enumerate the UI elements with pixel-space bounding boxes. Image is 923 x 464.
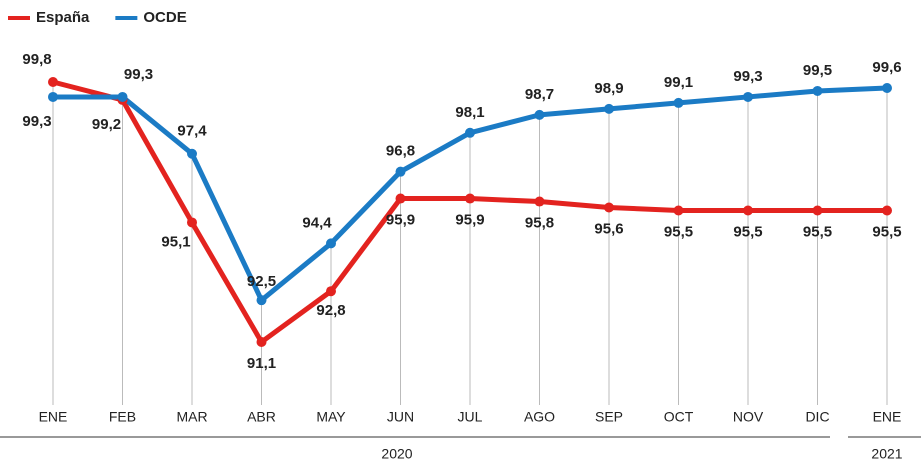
data-label: 95,5 <box>872 223 901 240</box>
data-label: 95,5 <box>733 223 762 240</box>
data-label: 96,8 <box>386 143 415 160</box>
data-label: 92,5 <box>247 273 276 290</box>
point <box>256 295 267 306</box>
data-label: 99,3 <box>22 113 51 130</box>
point <box>465 193 475 204</box>
data-label: 98,9 <box>594 80 623 97</box>
data-label: 99,6 <box>872 59 901 76</box>
x-tick-label: JUL <box>458 409 483 425</box>
data-label: 95,1 <box>161 233 190 250</box>
data-label: 95,5 <box>664 223 693 240</box>
data-label: 99,3 <box>733 68 762 85</box>
point <box>465 127 475 138</box>
data-label: 95,5 <box>803 223 832 240</box>
data-label: 95,9 <box>386 212 415 229</box>
point <box>812 85 823 96</box>
data-label: 91,1 <box>247 355 276 372</box>
point <box>743 91 753 102</box>
point <box>534 196 545 207</box>
data-label: 99,3 <box>124 66 153 83</box>
data-label: 99,1 <box>664 74 693 91</box>
data-label: 99,8 <box>22 51 51 68</box>
x-tick-label: FEB <box>109 409 136 425</box>
data-label: 95,8 <box>525 215 554 232</box>
x-tick-label: ENE <box>873 409 902 425</box>
x-tick-label: NOV <box>733 409 764 425</box>
point <box>326 238 336 249</box>
data-label: 99,2 <box>92 116 121 133</box>
data-label: 98,1 <box>455 104 484 121</box>
data-label: 94,4 <box>302 214 332 231</box>
point <box>673 205 684 216</box>
x-tick-label: AGO <box>524 409 555 425</box>
data-label: 95,9 <box>455 212 484 229</box>
point <box>395 193 406 204</box>
x-tick-label: ABR <box>247 409 276 425</box>
point <box>534 109 545 120</box>
legend-label: OCDE <box>143 9 186 26</box>
point <box>743 205 753 216</box>
point <box>256 337 267 347</box>
data-label: 99,5 <box>803 62 832 79</box>
x-tick-label: MAY <box>316 409 346 425</box>
point <box>48 77 58 87</box>
legend-label: España <box>36 9 90 26</box>
point <box>882 205 892 216</box>
point <box>187 217 197 228</box>
point <box>812 205 823 216</box>
x-tick-label: SEP <box>595 409 623 425</box>
x-tick-label: OCT <box>664 409 694 425</box>
data-label: 98,7 <box>525 86 554 103</box>
point <box>882 82 892 93</box>
point <box>48 91 58 102</box>
x-tick-label: MAR <box>176 409 207 425</box>
data-label: 92,8 <box>316 302 345 319</box>
point <box>604 202 614 213</box>
point <box>117 91 128 102</box>
point <box>187 148 197 159</box>
point <box>326 286 336 297</box>
point <box>604 103 614 114</box>
x-tick-label: JUN <box>387 409 414 425</box>
data-label: 97,4 <box>177 123 207 140</box>
year-label: 2021 <box>871 446 902 462</box>
year-label: 2020 <box>381 446 412 462</box>
data-label: 95,6 <box>594 220 623 237</box>
x-tick-label: DIC <box>805 409 829 425</box>
x-tick-label: ENE <box>39 409 68 425</box>
point <box>395 166 406 177</box>
point <box>673 97 684 108</box>
